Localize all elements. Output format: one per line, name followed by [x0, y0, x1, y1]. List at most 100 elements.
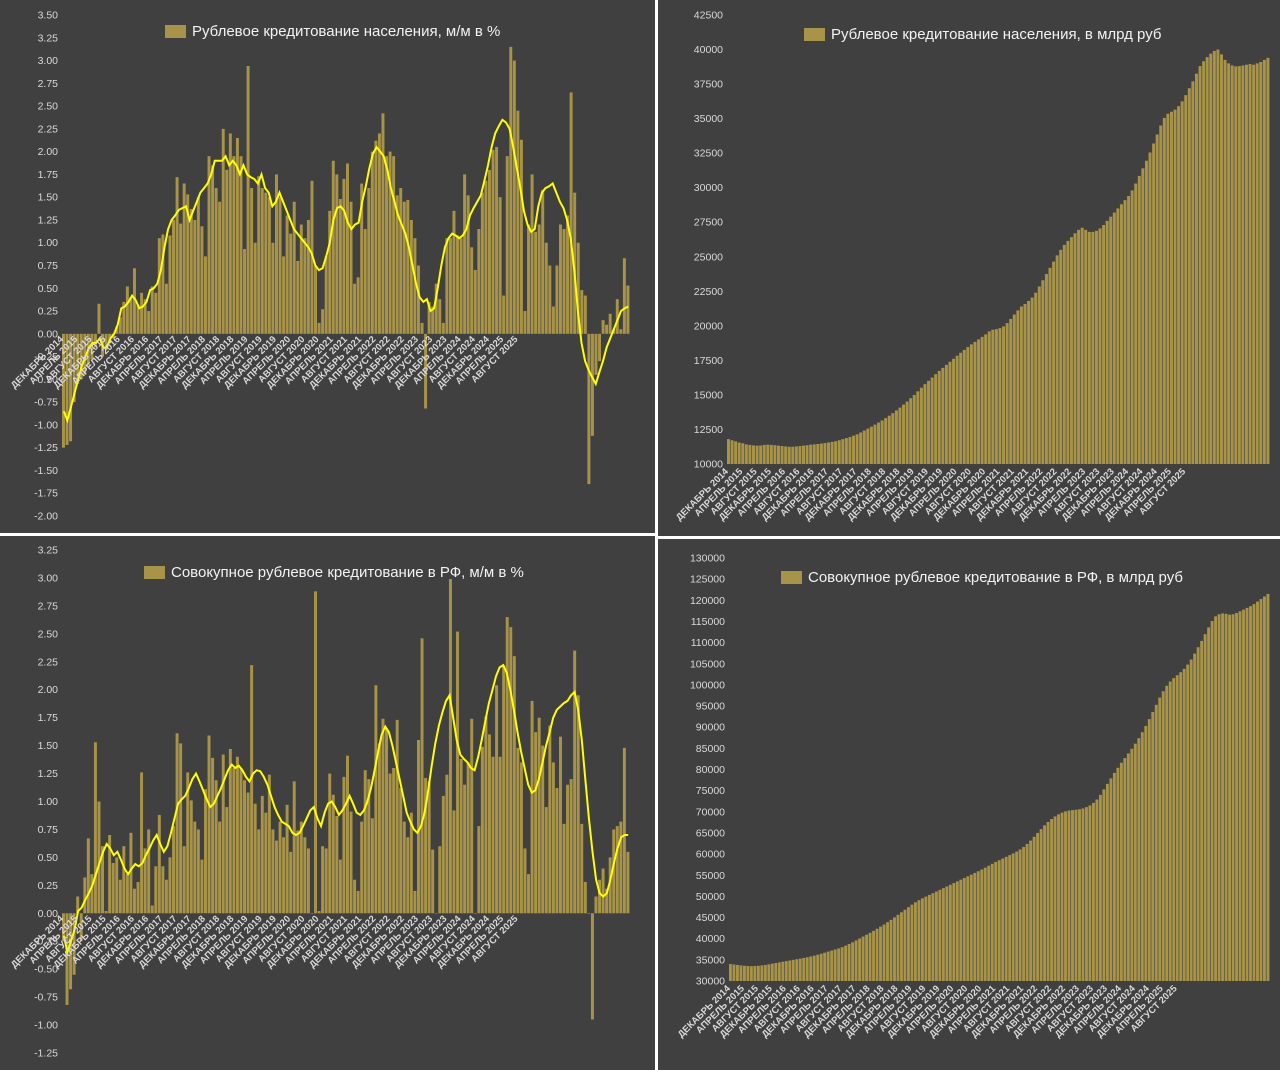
bar — [417, 740, 420, 914]
bar — [324, 848, 328, 914]
bar — [211, 757, 215, 914]
bar — [930, 377, 934, 464]
y-tick-label: 37500 — [694, 79, 723, 91]
bar — [76, 896, 80, 914]
y-tick-label: 120000 — [690, 595, 725, 607]
bar — [773, 445, 777, 464]
bar — [189, 209, 193, 334]
bar — [1091, 231, 1095, 464]
bar — [841, 439, 845, 464]
bar — [519, 139, 523, 334]
bar — [858, 938, 862, 981]
bar — [952, 358, 956, 464]
bar — [72, 913, 76, 975]
bar — [1085, 807, 1088, 981]
bar — [239, 156, 243, 334]
bar — [285, 215, 289, 334]
y-tick-label: -1.00 — [34, 419, 58, 431]
bar — [744, 444, 748, 464]
bar — [150, 905, 154, 914]
bar — [1179, 672, 1183, 981]
y-tick-label: 3.50 — [38, 10, 59, 22]
bar — [90, 874, 94, 914]
bar — [576, 695, 580, 914]
bar — [140, 292, 144, 334]
bar — [905, 401, 909, 464]
bar — [1230, 65, 1234, 465]
bar — [1266, 57, 1270, 464]
bar — [1263, 596, 1266, 981]
bar — [253, 803, 257, 914]
bar — [898, 407, 902, 464]
bar — [115, 326, 119, 334]
bar — [512, 656, 516, 914]
y-tick-label: 35000 — [694, 113, 723, 125]
bar — [438, 846, 442, 914]
bar — [781, 961, 785, 981]
bar — [62, 333, 65, 448]
bar — [991, 329, 995, 464]
bar — [225, 807, 229, 914]
bar — [1022, 846, 1026, 981]
bar — [83, 333, 87, 375]
bar — [891, 413, 895, 464]
bar — [851, 942, 855, 981]
bar — [1238, 611, 1242, 981]
bar — [952, 883, 956, 981]
bar — [477, 826, 481, 914]
bar — [1119, 762, 1123, 981]
bar — [466, 195, 470, 334]
bar — [512, 60, 516, 334]
bar — [1144, 160, 1148, 464]
bar — [79, 913, 83, 942]
y-tick-label: 3.25 — [38, 32, 59, 44]
bar — [299, 224, 303, 334]
bar — [434, 913, 438, 914]
bar — [175, 733, 179, 914]
bar — [1025, 843, 1029, 981]
bar — [902, 404, 906, 464]
bar — [826, 951, 830, 981]
bar — [938, 889, 942, 981]
bar — [72, 333, 76, 403]
bar — [1069, 237, 1073, 464]
bar — [377, 743, 381, 914]
y-tick-label: 17500 — [694, 355, 723, 367]
bar — [211, 165, 215, 334]
bar — [1041, 280, 1045, 464]
legend-total-level: Совокупное рублевое кредитование в РФ, в… — [781, 569, 1183, 586]
bar — [1148, 152, 1152, 464]
bar — [537, 224, 541, 334]
bar — [1095, 799, 1099, 981]
y-tick-label: -0.50 — [34, 374, 58, 386]
bar — [356, 277, 360, 334]
bar — [994, 861, 998, 981]
bar — [1180, 101, 1184, 464]
y-tick-label: 2.00 — [38, 146, 59, 158]
bar — [847, 943, 851, 981]
bar — [865, 934, 869, 981]
bar — [1182, 668, 1186, 981]
bar — [204, 789, 207, 914]
bar — [495, 685, 499, 914]
bar — [869, 426, 873, 464]
chart-panel-total-mom: -1.25 -1.00 -0.75 -0.50 -0.25 0.00 0.25 0.50 0.7… — [0, 536, 655, 1070]
bar — [752, 445, 755, 464]
bar — [955, 355, 959, 464]
bar — [1161, 691, 1165, 981]
bar — [1087, 231, 1091, 464]
bar — [424, 333, 428, 409]
bar — [125, 286, 129, 334]
y-tick-label: 1.25 — [38, 768, 59, 780]
bar — [594, 896, 598, 914]
bar — [413, 890, 417, 914]
legend-swatch — [144, 566, 165, 579]
bar — [392, 767, 396, 914]
bar — [1055, 255, 1059, 464]
bar — [580, 290, 584, 334]
y-tick-label: 0.50 — [38, 283, 59, 295]
bar — [819, 443, 823, 464]
bar — [431, 849, 435, 914]
bar — [590, 913, 594, 1020]
bar — [833, 949, 837, 981]
